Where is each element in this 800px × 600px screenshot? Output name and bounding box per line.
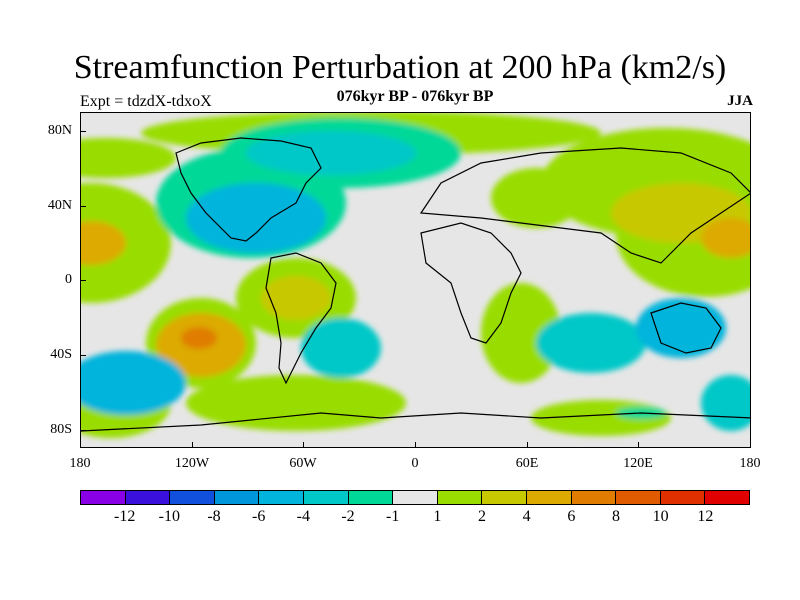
neg-anomaly-north-america-core	[186, 183, 326, 253]
color-legend-label: -4	[296, 508, 310, 525]
lat-tick	[80, 206, 86, 207]
lon-label-60e: 60E	[515, 456, 539, 471]
neg-anomaly-south-pacific	[81, 351, 186, 415]
neg-anomaly-south-atlantic	[301, 318, 381, 378]
coast-antarctica	[81, 412, 750, 432]
pos-anomaly-atlantic	[491, 168, 581, 228]
color-legend-label: 12	[697, 508, 714, 525]
color-legend-label: 10	[652, 508, 669, 525]
color-legend-box	[214, 491, 260, 504]
pos-core-south-america	[261, 276, 331, 320]
color-legend-label: 8	[612, 508, 620, 525]
lon-label-180e: 180	[739, 456, 761, 471]
color-legend-label: -2	[341, 508, 355, 525]
color-legend-box	[125, 491, 171, 504]
neg-anomaly-arctic-core	[246, 131, 416, 175]
color-legend-label: -1	[385, 508, 400, 525]
color-legend-label: -12	[113, 508, 136, 525]
color-legend-label: -8	[207, 508, 221, 525]
color-legend-box	[705, 491, 749, 504]
coast-south-america	[265, 252, 337, 385]
lon-tick	[415, 442, 416, 448]
pos-anomaly-arctic-west	[81, 138, 176, 178]
season-label: JJA	[727, 93, 753, 109]
map-canvas	[81, 113, 750, 447]
color-legend-label: 1	[433, 508, 442, 525]
color-legend-box	[437, 491, 483, 504]
plot-subtitle: 076kyr BP - 076kyr BP	[336, 88, 494, 105]
color-legend-box	[526, 491, 572, 504]
color-legend-box	[348, 491, 394, 504]
experiment-label: Expt = tdzdX-tdxoX	[80, 93, 212, 110]
lon-tick	[527, 442, 528, 448]
color-legend-box	[616, 491, 661, 504]
lat-tick	[80, 131, 86, 132]
color-legend-box	[482, 491, 527, 504]
color-legend-label: -10	[158, 508, 180, 525]
streamfunction-map	[80, 112, 751, 448]
lat-label-eq: 0	[65, 272, 72, 287]
color-legend-label: 4	[522, 508, 531, 525]
neg-anomaly-indian-ocean	[536, 313, 646, 373]
lat-tick	[80, 355, 86, 356]
color-legend-box	[259, 491, 304, 504]
lat-label-80s: 80S	[50, 422, 72, 437]
coast-africa	[420, 222, 522, 344]
color-legend-label: 2	[478, 508, 486, 525]
coast-australia	[650, 302, 722, 354]
color-legend-box	[660, 491, 706, 504]
color-legend-bar	[80, 490, 750, 505]
coastlines	[81, 137, 750, 432]
lon-tick	[192, 442, 193, 448]
coast-north-america	[175, 137, 322, 242]
lat-tick	[80, 280, 86, 281]
lon-label-120e: 120E	[623, 456, 653, 471]
lon-label-180w: 180	[69, 456, 91, 471]
coast-eurasia	[419, 147, 750, 264]
pos-anomaly-se-pacific	[186, 375, 406, 431]
color-legend-label: -6	[251, 508, 266, 525]
neg-anomaly-australia	[636, 298, 726, 358]
lon-tick	[638, 442, 639, 448]
pos-anomaly-africa	[481, 283, 561, 383]
pos-core-strong	[181, 327, 217, 349]
color-legend-box	[303, 491, 349, 504]
color-legend-box	[571, 491, 617, 504]
lon-label-60w: 60W	[289, 456, 317, 471]
lat-label-40s: 40S	[50, 347, 72, 362]
color-legend-box	[81, 491, 126, 504]
lon-label-120w: 120W	[174, 456, 210, 471]
lon-tick	[303, 442, 304, 448]
plot-title: Streamfunction Perturbation at 200 hPa (…	[73, 49, 727, 86]
lat-tick	[80, 430, 86, 431]
pos-core-west	[81, 221, 126, 265]
color-legend-box	[170, 491, 215, 504]
lon-label-0: 0	[411, 456, 419, 471]
lat-label-40n: 40N	[47, 198, 72, 213]
color-legend-label: 6	[567, 508, 576, 525]
color-legend-box	[393, 491, 438, 504]
pos-core-east	[701, 218, 750, 258]
lat-label-80n: 80N	[47, 123, 72, 138]
